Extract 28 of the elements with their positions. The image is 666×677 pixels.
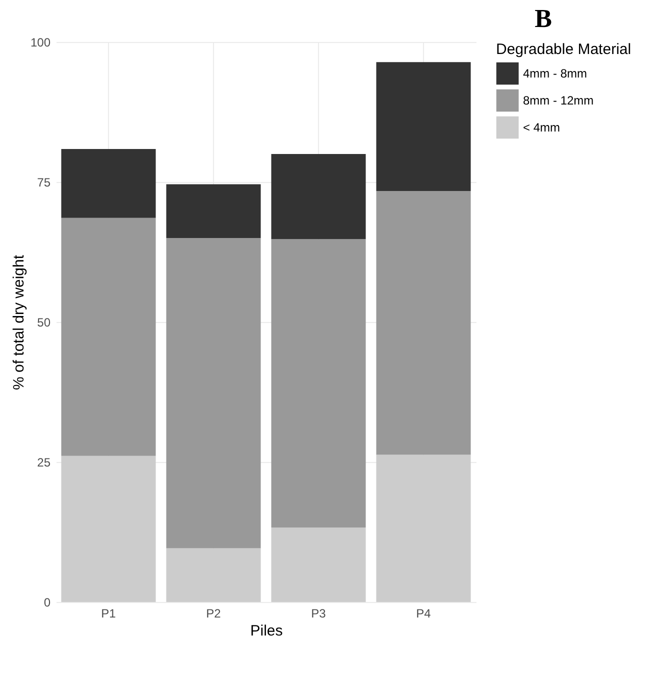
legend-title: Degradable Material: [496, 41, 632, 58]
bar: [376, 454, 471, 602]
bar: [271, 239, 366, 528]
bar: [166, 238, 261, 548]
legend-label: 8mm - 12mm: [523, 94, 594, 108]
bar: [61, 456, 156, 602]
bar: [271, 154, 366, 240]
x-tick-label: P4: [416, 606, 432, 620]
y-tick-label: 25: [37, 456, 51, 470]
text: B: [534, 4, 552, 33]
x-tick-label: P1: [101, 606, 116, 620]
y-tick-label: 0: [44, 596, 51, 610]
x-axis-title: Piles: [250, 622, 283, 640]
bar: [166, 548, 261, 602]
bar: [376, 190, 471, 455]
bar: [376, 62, 471, 191]
bar: [166, 184, 261, 238]
x-tick-label: P2: [206, 606, 222, 620]
bar: [61, 218, 156, 456]
y-tick-label: 50: [37, 316, 51, 330]
bar: [271, 528, 366, 602]
x-tick-label: P3: [311, 606, 326, 620]
y-tick-label: 75: [37, 176, 51, 190]
y-tick-label: 100: [30, 36, 51, 50]
legend-label: < 4mm: [523, 120, 560, 134]
legend-label: 4mm - 8mm: [523, 66, 587, 80]
bar: [61, 148, 156, 218]
y-axis-title: % of total dry weight: [10, 254, 28, 390]
